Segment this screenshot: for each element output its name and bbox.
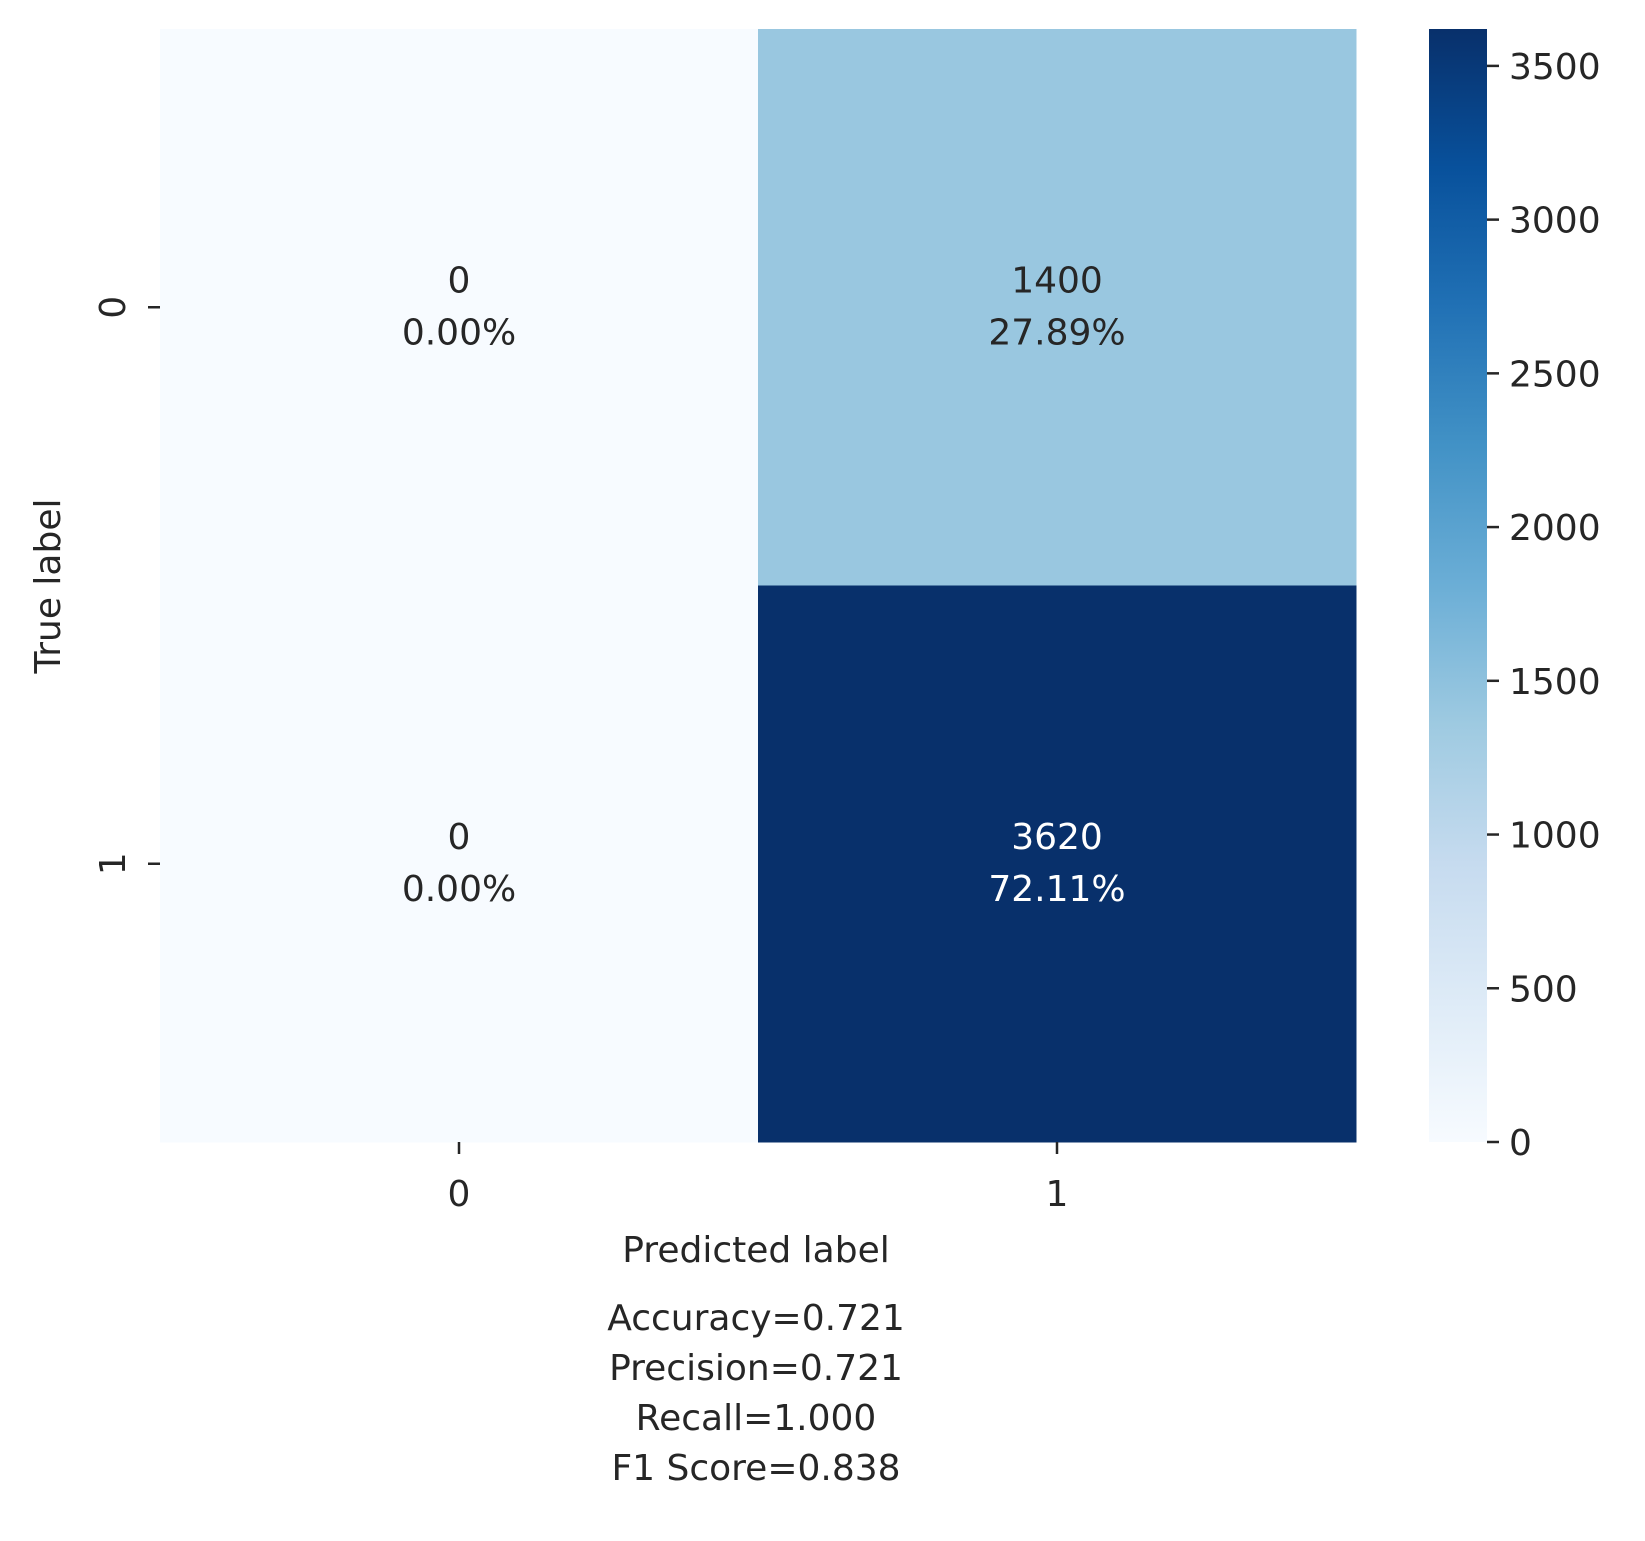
colorbar-tick-label: 0 bbox=[1509, 1123, 1532, 1164]
x-axis-label: Predicted label bbox=[622, 1230, 890, 1271]
heatmap-cell bbox=[160, 29, 759, 586]
cell-percent-label: 27.89% bbox=[988, 312, 1125, 353]
colorbar-tick-label: 2500 bbox=[1509, 354, 1601, 395]
heatmap-cell bbox=[758, 29, 1357, 586]
cell-percent-label: 0.00% bbox=[402, 869, 516, 910]
cell-percent-label: 0.00% bbox=[402, 312, 516, 353]
y-axis-label: True label bbox=[28, 499, 69, 675]
cell-count-label: 1400 bbox=[1011, 260, 1103, 301]
colorbar-tick-label: 3500 bbox=[1509, 47, 1601, 88]
cell-count-label: 0 bbox=[448, 260, 471, 301]
colorbar-tick-label: 1500 bbox=[1509, 662, 1601, 703]
colorbar-tick-label: 2000 bbox=[1509, 508, 1601, 549]
colorbar bbox=[1429, 29, 1487, 1142]
y-tick-label: 0 bbox=[93, 296, 134, 319]
cell-count-label: 3620 bbox=[1011, 817, 1103, 858]
colorbar-ticks: 0 500 1000 1500 2000 2500 3000 3500 bbox=[1487, 47, 1601, 1164]
heatmap-cell-labels: 0 0.00% 1400 27.89% 0 0.00% 3620 72.11% bbox=[402, 260, 1126, 910]
colorbar-tick-label: 1000 bbox=[1509, 816, 1601, 857]
metrics-summary: Accuracy=0.721 Precision=0.721 Recall=1.00… bbox=[607, 1298, 905, 1489]
metric-line: Precision=0.721 bbox=[609, 1348, 903, 1389]
metric-line: Recall=1.000 bbox=[636, 1398, 877, 1439]
x-tick-label: 0 bbox=[448, 1174, 471, 1215]
heatmap-cells bbox=[160, 29, 1357, 1143]
cell-percent-label: 72.11% bbox=[988, 869, 1125, 910]
y-axis: 01 bbox=[93, 296, 160, 875]
colorbar-tick-label: 3000 bbox=[1509, 201, 1601, 242]
heatmap-cell bbox=[758, 585, 1357, 1143]
metric-line: F1 Score=0.838 bbox=[611, 1448, 900, 1489]
colorbar-tick-label: 500 bbox=[1509, 969, 1578, 1010]
y-tick-label: 1 bbox=[93, 852, 134, 875]
x-tick-label: 1 bbox=[1046, 1174, 1069, 1215]
cell-count-label: 0 bbox=[448, 817, 471, 858]
heatmap-cell bbox=[160, 585, 759, 1143]
metric-line: Accuracy=0.721 bbox=[607, 1298, 905, 1339]
